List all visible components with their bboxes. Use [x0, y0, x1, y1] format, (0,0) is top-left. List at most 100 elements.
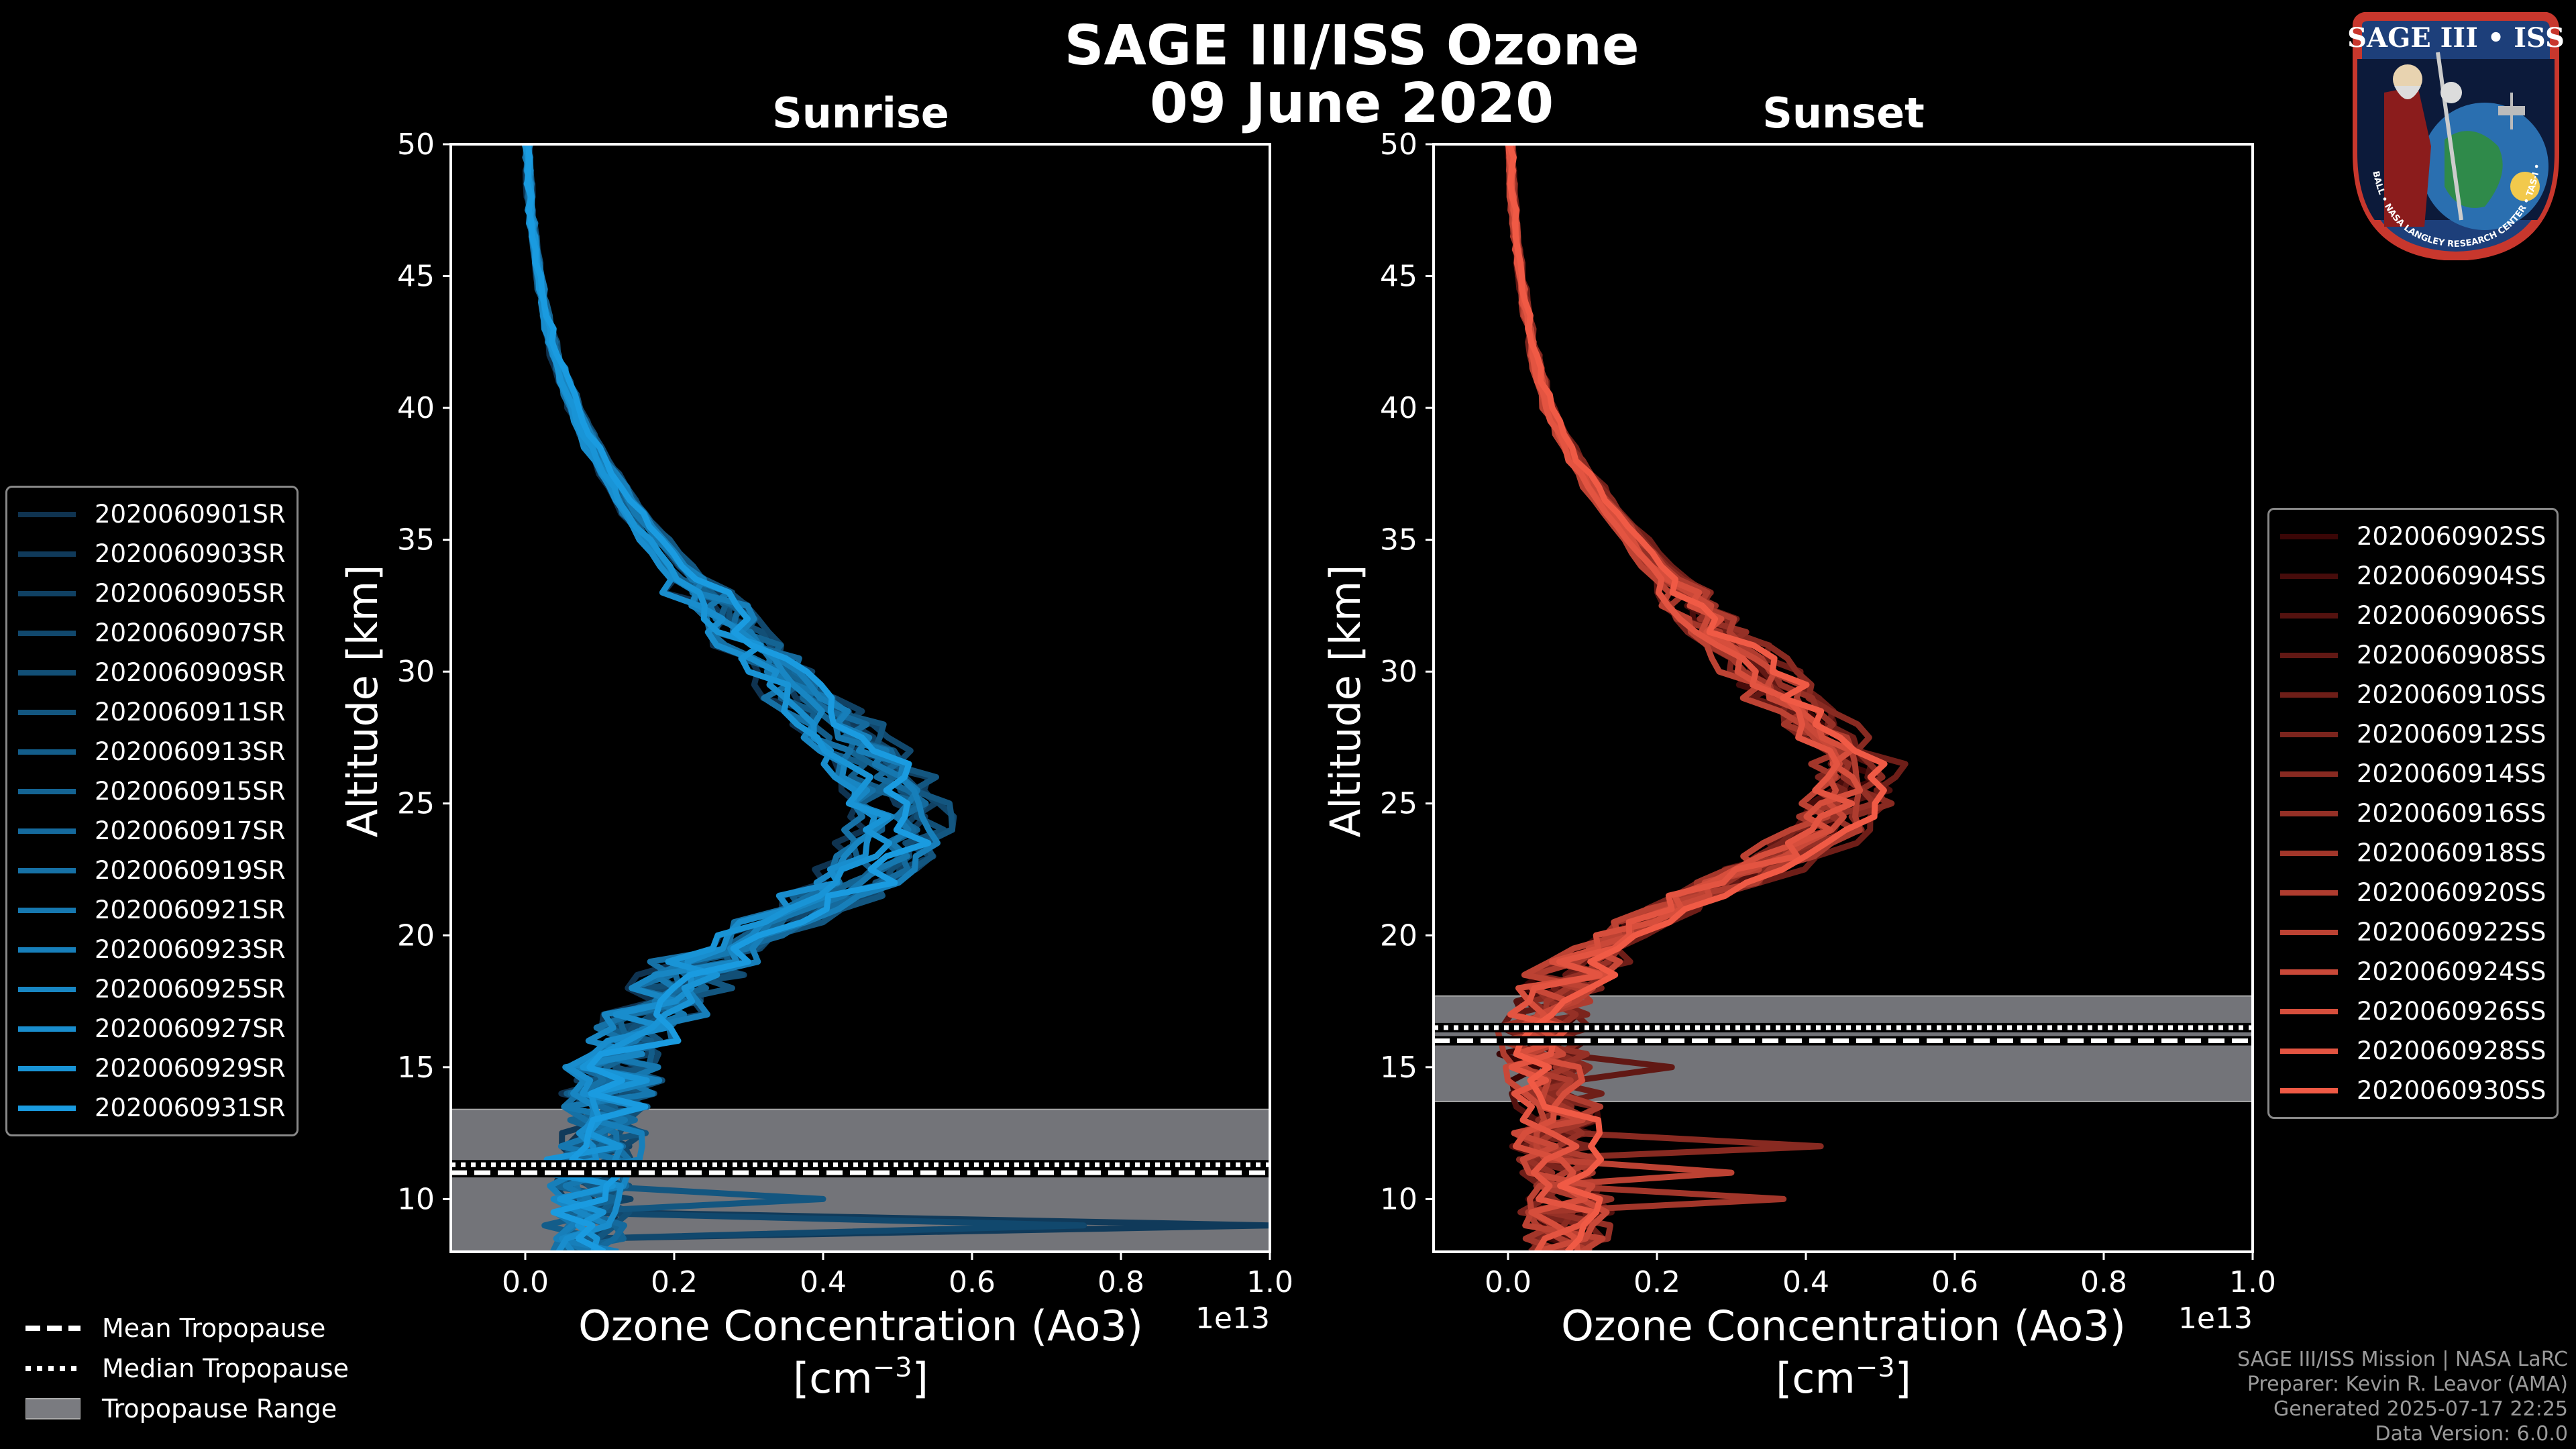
sunset-legend-swatch [2280, 1048, 2338, 1054]
sunset-y-axis-label: Altitude [km] [1321, 565, 1370, 838]
sunset-ytick-label: 50 [1380, 127, 1417, 162]
sunrise-legend-label: 2020060913SR [95, 737, 286, 766]
sunset-legend-swatch [2280, 692, 2338, 698]
sunset-legend-swatch [2280, 771, 2338, 777]
sunrise-legend-swatch [18, 511, 76, 517]
sunset-legend-label: 2020060906SS [2357, 601, 2546, 630]
sunrise-axes-frame [449, 143, 1271, 1253]
sunrise-ytick-label: 20 [397, 918, 435, 953]
sunset-xtick-label: 0.0 [1485, 1265, 1532, 1299]
sunset-legend-swatch [2280, 1008, 2338, 1014]
sunrise-legend-swatch [18, 709, 76, 715]
sunset-legend-swatch [2280, 850, 2338, 856]
sunset-x-axis-units: [cm−3] [1776, 1352, 1911, 1403]
tropopause-range-entry: Tropopause Range [25, 1389, 349, 1429]
sunset-legend-swatch [2280, 533, 2338, 539]
sunrise-ytick-label: 40 [397, 391, 435, 425]
sunrise-legend-item: 2020060931SR [18, 1088, 286, 1128]
median-tropopause-entry: Median Tropopause [25, 1348, 349, 1389]
sunset-x-axis-label: Ozone Concentration (Ao3) [1561, 1301, 2126, 1350]
sunrise-y-axis-label: Altitude [km] [338, 565, 387, 838]
sunrise-legend-swatch [18, 551, 76, 557]
sunset-legend-label: 2020060920SS [2357, 878, 2546, 907]
sunset-ytick-label: 10 [1380, 1182, 1417, 1216]
sunset-xtick-label: 0.6 [1931, 1265, 1978, 1299]
sunrise-x-axis-label: Ozone Concentration (Ao3) [578, 1301, 1143, 1350]
sunset-legend-label: 2020060914SS [2357, 759, 2546, 788]
sunrise-ytick-label: 35 [397, 523, 435, 557]
sunset-legend-label: 2020060922SS [2357, 918, 2546, 947]
sunset-panel: Sunset 0.0 0.2 0.4 0.6 0.8 1.0 10 15 20 25 30 35 40 4… [1321, 89, 2276, 1403]
sunrise-legend-label: 2020060901SR [95, 500, 286, 529]
sunset-legend-label: 2020060910SS [2357, 680, 2546, 709]
sunset-legend-item: 2020060922SS [2280, 912, 2546, 952]
sunrise-legend-item: 2020060919SR [18, 851, 286, 890]
sunrise-legend-label: 2020060911SR [95, 698, 286, 727]
sunrise-legend-swatch [18, 907, 76, 913]
figure-title-line2: 09 June 2020 [1150, 72, 1554, 136]
sunset-ytick-label: 35 [1380, 523, 1417, 557]
sunset-ytick-label: 15 [1380, 1051, 1417, 1085]
sunset-legend-item: 2020060926SS [2280, 991, 2546, 1031]
sunrise-legend-label: 2020060925SR [95, 975, 286, 1004]
sunrise-ytick-label: 30 [397, 655, 435, 689]
sunrise-legend-label: 2020060907SR [95, 619, 286, 647]
sunrise-legend-item: 2020060907SR [18, 613, 286, 653]
sunset-legend-label: 2020060930SS [2357, 1076, 2546, 1105]
sunrise-ytick-label: 10 [397, 1182, 435, 1216]
sunrise-ytick-label: 15 [397, 1051, 435, 1085]
logo-text: SAGE III • ISS [2347, 22, 2565, 54]
sunset-legend: 2020060902SS 2020060904SS 2020060906SS 2020… [2267, 508, 2559, 1119]
sunrise-legend-item: 2020060905SR [18, 574, 286, 613]
mean-tropopause-entry: Mean Tropopause [25, 1308, 349, 1348]
sunset-ytick-label: 30 [1380, 655, 1417, 689]
sage-logo-graphic: SAGE III • ISS BALL • NASA LANGLEY RESEA… [2341, 5, 2565, 262]
sunrise-legend-label: 2020060919SR [95, 856, 286, 885]
sunset-plot-clip [1434, 144, 2253, 1252]
sunset-ytick-label: 25 [1380, 787, 1417, 821]
sunrise-legend-item: 2020060925SR [18, 969, 286, 1009]
sunset-xtick-label: 1.0 [2229, 1265, 2276, 1299]
footer-preparer: Preparer: Kevin R. Leavor (AMA) [2247, 1373, 2568, 1396]
sunrise-ytick-label: 25 [397, 787, 435, 821]
sunrise-x-axis-units: [cm−3] [793, 1352, 928, 1403]
sunset-legend-swatch [2280, 890, 2338, 896]
sunset-offset-label: 1e13 [2178, 1301, 2253, 1336]
sunset-legend-label: 2020060918SS [2357, 839, 2546, 867]
sunset-plot-area: 0.0 0.2 0.4 0.6 0.8 1.0 10 15 20 25 30 35 40 45 50 [1380, 127, 2276, 1299]
sunrise-legend-swatch [18, 1026, 76, 1032]
sunset-legend-item: 2020060914SS [2280, 754, 2546, 794]
sunrise-panel-title: Sunrise [772, 89, 949, 138]
sunset-legend-label: 2020060908SS [2357, 641, 2546, 669]
sunrise-legend-label: 2020060927SR [95, 1014, 286, 1043]
sunrise-plot-clip [451, 144, 1270, 1252]
sunset-ytick-label: 45 [1380, 260, 1417, 294]
sunrise-legend-label: 2020060931SR [95, 1093, 286, 1122]
sunrise-legend-swatch [18, 630, 76, 636]
sunset-legend-item: 2020060920SS [2280, 873, 2546, 912]
sunrise-legend-swatch [18, 867, 76, 873]
sunrise-offset-label: 1e13 [1195, 1301, 1270, 1336]
sunset-x-units-base: [cm [1776, 1354, 1856, 1403]
sunset-xtick-label: 0.4 [1782, 1265, 1829, 1299]
sunset-legend-swatch [2280, 969, 2338, 975]
sunset-ytick-label: 20 [1380, 918, 1417, 953]
sunset-xtick-label: 0.8 [2080, 1265, 2127, 1299]
sunrise-legend-swatch [18, 669, 76, 676]
sunset-axes-frame [1432, 143, 2254, 1253]
sunrise-legend-item: 2020060911SR [18, 692, 286, 732]
sunset-x-units-exp: −3 [1856, 1352, 1895, 1383]
sunrise-legend-swatch [18, 986, 76, 992]
tropopause-range-swatch [25, 1398, 80, 1419]
sunrise-legend-swatch [18, 828, 76, 834]
sunrise-x-units-exp: −3 [873, 1352, 912, 1383]
footer-credits: SAGE III/ISS Mission | NASA LaRC Prepare… [2237, 1347, 2568, 1446]
sunrise-legend-item: 2020060915SR [18, 771, 286, 811]
sunrise-xtick-label: 1.0 [1246, 1265, 1293, 1299]
sunrise-profile-2020060931SR [524, 144, 932, 1252]
sunset-legend-label: 2020060902SS [2357, 522, 2546, 551]
sunset-legend-item: 2020060928SS [2280, 1031, 2546, 1071]
sunset-profile-2020060930SS [1506, 144, 1888, 1252]
sunset-legend-item: 2020060916SS [2280, 794, 2546, 833]
